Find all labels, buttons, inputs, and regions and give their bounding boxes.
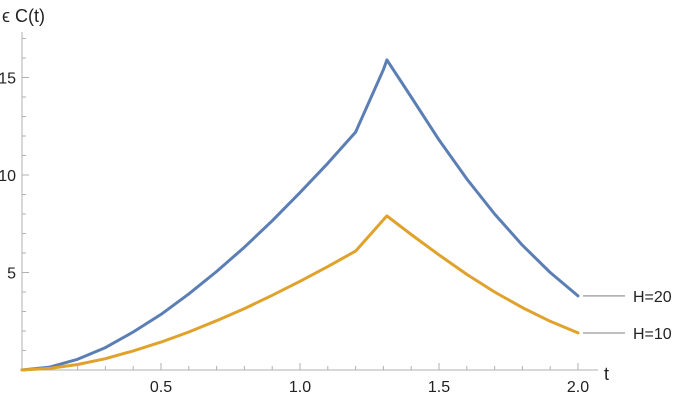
x-tick-label: 1.0 [289,379,311,396]
legend-label: H=10 [633,326,672,343]
y-tick-label: 5 [7,266,16,283]
y-axis-label: ϵ C(t) [2,6,45,26]
series-line-h-10 [20,214,580,372]
axes [21,32,598,371]
legend-label: H=20 [633,289,672,306]
ticks: 0.5 1.0 1.5 2.0 5 10 15 [0,38,589,396]
x-tick-label: 0.5 [150,379,172,396]
series-line-h-20 [20,58,580,372]
x-axis-label: t [604,364,609,384]
legend-layer: H=20 H=10 [583,289,672,343]
series-layer [20,58,580,372]
y-tick-label: 15 [0,71,16,88]
y-tick-label: 10 [0,168,16,185]
x-tick-label: 1.5 [428,379,450,396]
x-tick-label: 2.0 [567,379,589,396]
